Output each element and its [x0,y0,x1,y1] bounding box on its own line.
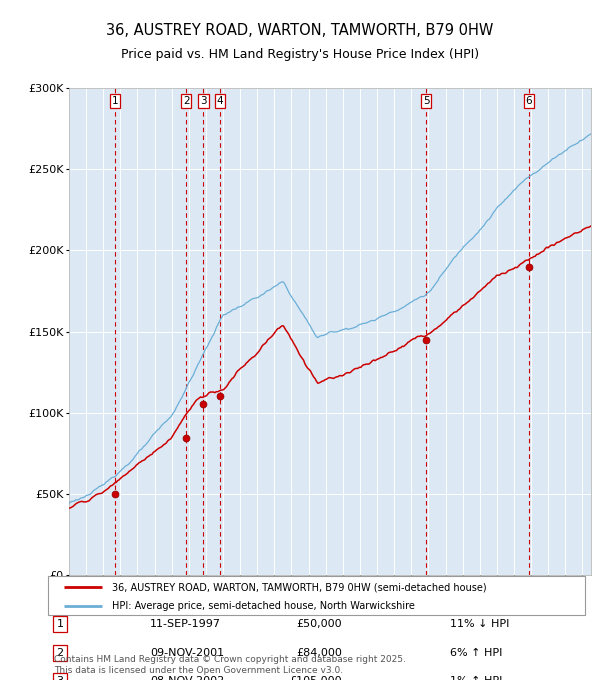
Text: 6% ↑ HPI: 6% ↑ HPI [450,648,502,658]
Text: 1% ↑ HPI: 1% ↑ HPI [450,677,502,680]
Text: HPI: Average price, semi-detached house, North Warwickshire: HPI: Average price, semi-detached house,… [112,600,415,611]
Text: 11-SEP-1997: 11-SEP-1997 [150,619,221,629]
Text: 4: 4 [217,96,223,105]
Text: 36, AUSTREY ROAD, WARTON, TAMWORTH, B79 0HW (semi-detached house): 36, AUSTREY ROAD, WARTON, TAMWORTH, B79 … [112,582,487,592]
Text: Contains HM Land Registry data © Crown copyright and database right 2025.
This d: Contains HM Land Registry data © Crown c… [54,655,406,675]
Text: 3: 3 [200,96,206,105]
Text: 1: 1 [112,96,119,105]
Text: Price paid vs. HM Land Registry's House Price Index (HPI): Price paid vs. HM Land Registry's House … [121,48,479,61]
Text: 2: 2 [183,96,190,105]
Text: 11% ↓ HPI: 11% ↓ HPI [450,619,509,629]
Text: 09-NOV-2001: 09-NOV-2001 [150,648,224,658]
Text: 6: 6 [526,96,532,105]
FancyBboxPatch shape [48,576,585,615]
Text: 36, AUSTREY ROAD, WARTON, TAMWORTH, B79 0HW: 36, AUSTREY ROAD, WARTON, TAMWORTH, B79 … [106,23,494,38]
Text: 3: 3 [56,677,64,680]
Text: 1: 1 [56,619,64,629]
Text: £84,000: £84,000 [296,648,342,658]
Text: 5: 5 [423,96,430,105]
Text: 08-NOV-2002: 08-NOV-2002 [150,677,224,680]
Text: £50,000: £50,000 [296,619,342,629]
Text: 2: 2 [56,648,64,658]
Text: £105,000: £105,000 [289,677,342,680]
